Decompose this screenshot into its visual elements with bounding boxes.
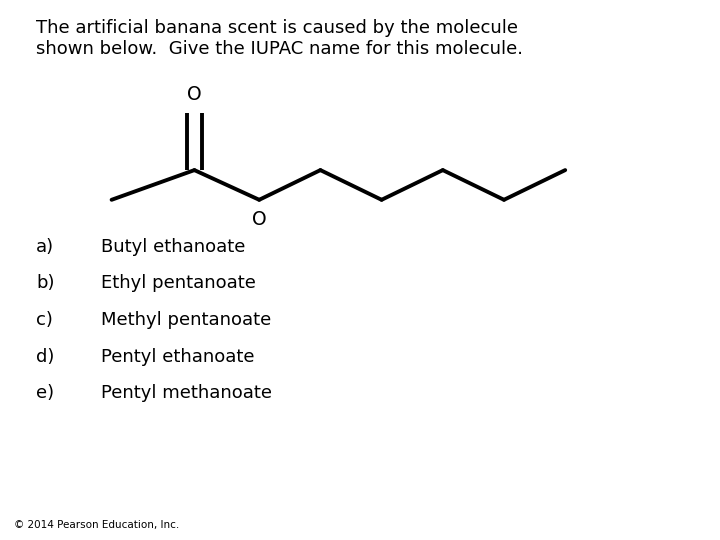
Text: Methyl pentanoate: Methyl pentanoate (101, 311, 271, 329)
Text: d): d) (36, 348, 55, 366)
Text: Butyl ethanoate: Butyl ethanoate (101, 238, 246, 255)
Text: © 2014 Pearson Education, Inc.: © 2014 Pearson Education, Inc. (14, 520, 180, 530)
Text: O: O (252, 210, 266, 228)
Text: Ethyl pentanoate: Ethyl pentanoate (101, 274, 256, 292)
Text: Pentyl ethanoate: Pentyl ethanoate (101, 348, 254, 366)
Text: Pentyl methanoate: Pentyl methanoate (101, 384, 272, 402)
Text: O: O (187, 85, 202, 104)
Text: shown below.  Give the IUPAC name for this molecule.: shown below. Give the IUPAC name for thi… (36, 40, 523, 58)
Text: e): e) (36, 384, 54, 402)
Text: The artificial banana scent is caused by the molecule: The artificial banana scent is caused by… (36, 19, 518, 37)
Text: b): b) (36, 274, 55, 292)
Text: a): a) (36, 238, 54, 255)
Text: c): c) (36, 311, 53, 329)
